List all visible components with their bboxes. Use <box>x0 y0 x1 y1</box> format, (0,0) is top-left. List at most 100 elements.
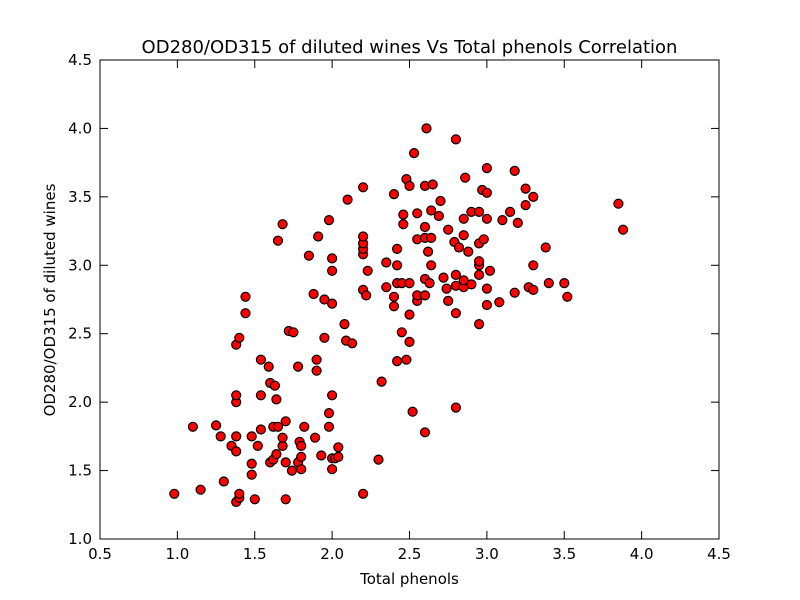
x-tick-label: 4.5 <box>707 545 731 563</box>
data-point <box>280 494 291 505</box>
x-tick-label: 3.0 <box>475 545 499 563</box>
data-point <box>310 432 321 443</box>
y-tick-label: 3.5 <box>68 188 92 206</box>
data-point <box>458 275 469 286</box>
data-point <box>339 319 350 330</box>
data-point <box>450 308 461 319</box>
data-point <box>419 290 431 301</box>
data-point <box>398 209 409 220</box>
data-point <box>231 446 242 457</box>
data-point <box>271 394 282 405</box>
data-point <box>396 327 407 338</box>
data-point <box>528 191 539 202</box>
data-point <box>427 179 438 190</box>
data-point <box>419 427 431 438</box>
data-point <box>443 295 454 306</box>
data-point <box>458 230 469 241</box>
data-point <box>398 219 409 230</box>
data-point <box>433 210 444 222</box>
y-tick-label: 2.0 <box>68 393 92 411</box>
data-point <box>187 421 198 432</box>
data-point <box>286 465 297 476</box>
data-point <box>311 354 322 365</box>
data-point <box>438 272 449 283</box>
data-point <box>271 449 282 460</box>
data-point <box>263 361 274 372</box>
data-point <box>234 332 245 343</box>
data-point <box>474 319 485 330</box>
data-point <box>559 278 570 289</box>
plot-frame <box>99 59 720 540</box>
data-point <box>327 464 338 475</box>
data-point <box>474 269 485 280</box>
y-tick-label: 1.0 <box>68 530 92 548</box>
data-point <box>218 476 229 487</box>
data-point <box>474 256 485 267</box>
data-point <box>327 298 338 309</box>
data-point <box>313 231 324 242</box>
data-point <box>381 282 392 293</box>
data-point <box>617 224 629 235</box>
y-tick-label: 3.0 <box>68 256 92 274</box>
data-point <box>231 431 242 442</box>
data-point <box>311 365 322 376</box>
data-point <box>240 308 251 319</box>
data-point <box>358 231 369 242</box>
data-point <box>319 294 330 305</box>
data-point <box>407 406 418 417</box>
data-point <box>252 440 263 451</box>
data-point <box>613 198 624 209</box>
data-point <box>419 221 431 233</box>
data-point <box>528 284 539 295</box>
data-point <box>215 431 226 442</box>
data-point <box>512 217 523 228</box>
data-point <box>381 257 392 268</box>
data-point <box>497 215 508 226</box>
data-point <box>361 290 372 301</box>
data-point <box>540 242 551 253</box>
data-point <box>520 200 531 211</box>
data-point <box>272 235 284 246</box>
data-point <box>376 376 387 387</box>
data-point <box>450 269 461 280</box>
data-point <box>424 278 435 289</box>
data-point <box>520 183 531 194</box>
data-point <box>463 246 474 257</box>
data-point <box>240 291 251 302</box>
data-point <box>453 242 465 253</box>
data-point <box>342 194 353 205</box>
data-point <box>323 421 335 432</box>
data-point <box>323 215 335 226</box>
data-point <box>308 288 319 300</box>
data-point <box>562 291 573 302</box>
data-point <box>169 488 180 499</box>
data-point <box>481 299 492 311</box>
data-point <box>421 123 432 134</box>
data-point <box>288 327 299 338</box>
data-point <box>231 390 242 401</box>
data-point <box>450 402 461 413</box>
data-point <box>303 250 314 261</box>
data-point <box>458 213 469 224</box>
data-point <box>358 182 369 193</box>
data-point <box>272 421 284 432</box>
data-point <box>509 165 520 176</box>
data-point <box>392 356 403 367</box>
data-point <box>277 432 288 443</box>
data-point <box>388 291 400 302</box>
data-point <box>426 260 437 271</box>
data-point <box>255 354 266 365</box>
data-point <box>327 265 338 276</box>
data-point <box>505 206 516 217</box>
data-point <box>392 243 403 254</box>
data-point <box>319 332 330 343</box>
data-point <box>443 224 454 235</box>
data-point <box>293 361 304 372</box>
y-axis-label: OD280/OD315 of diluted wines <box>41 183 59 416</box>
data-point <box>255 424 266 435</box>
data-point <box>323 408 335 419</box>
data-point <box>234 488 245 499</box>
x-tick-label: 4.0 <box>630 545 654 563</box>
x-tick-label: 2.5 <box>398 545 422 563</box>
data-point <box>481 187 492 198</box>
